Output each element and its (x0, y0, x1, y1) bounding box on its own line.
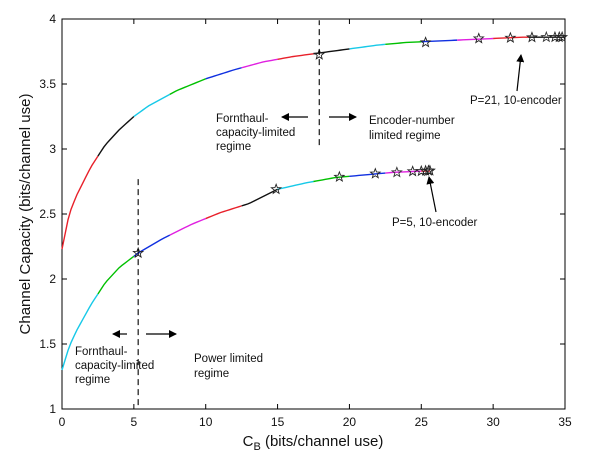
curve-segment (169, 78, 206, 96)
x-axis-label: CB (bits/channel use) (243, 433, 384, 453)
annotation-lower-right-line2: regime (194, 368, 229, 380)
annotation-lower-left: Fornthaul- capacity-limited regime (75, 346, 157, 386)
x-tick-label: 10 (199, 415, 213, 429)
curve-segment (313, 175, 350, 183)
curve-segment (97, 255, 135, 295)
annotation-lower-left-line3: regime (75, 374, 110, 386)
star-marker (504, 31, 517, 43)
annotation-upper-right-line1: Encoder-number (369, 115, 455, 127)
y-tick-label: 2.5 (39, 207, 56, 221)
star-marker (553, 30, 566, 43)
y-tick-label: 1 (49, 402, 56, 416)
curve-segment (349, 172, 386, 177)
annotation-upper-left-line3: regime (216, 141, 251, 153)
y-tick-label: 3 (49, 142, 56, 156)
annotation-lower-left-line1: Fornthaul- (75, 346, 128, 358)
curve-segment (349, 43, 386, 50)
curve-segment (97, 115, 135, 157)
annotation-upper-left: Fornthaul- capacity-limited regime (216, 113, 298, 153)
axis-ticks: 0 5 10 15 20 25 30 35 1 1.5 2 2.5 3 3.5 4 (39, 12, 572, 429)
x-tick-label: 20 (343, 415, 357, 429)
series-curve-p5 (61, 170, 430, 371)
star-marker (556, 30, 569, 43)
curve-segment (277, 53, 314, 60)
star-marker (390, 166, 403, 178)
markers-layer (132, 30, 569, 259)
y-axis-label: Channel Capacity (bits/channel use) (17, 94, 34, 335)
y-tick-label: 3.5 (39, 77, 56, 91)
curve-segment (169, 217, 206, 236)
x-tick-label: 5 (131, 415, 138, 429)
curve-segment (61, 155, 99, 250)
annotation-lower-left-line2: capacity-limited (75, 360, 154, 372)
x-tick-label: 30 (486, 415, 500, 429)
y-tick-label: 4 (49, 12, 56, 26)
star-marker (369, 167, 382, 179)
x-tick-label: 35 (558, 415, 572, 429)
regime-divider-lines (137, 20, 320, 406)
star-marker (472, 32, 485, 44)
star-marker (313, 48, 326, 60)
star-marker (270, 183, 283, 195)
curve-segment (385, 41, 422, 46)
star-marker (419, 36, 432, 48)
curve-segment (205, 205, 242, 220)
curve-segment (241, 58, 278, 69)
curve-segment (457, 37, 494, 41)
annotation-upper-left-line2: capacity-limited (216, 127, 295, 139)
arrow-p21 (516, 54, 525, 92)
annotation-upper-right-line2: limited regime (369, 130, 441, 142)
annotation-p5: P=5, 10-encoder (392, 217, 478, 229)
x-tick-label: 0 (59, 415, 66, 429)
arrow-p5 (426, 176, 437, 213)
curve-segment (493, 36, 530, 40)
star-marker (423, 164, 436, 176)
curve-segment (133, 234, 171, 257)
y-tick-label: 2 (49, 272, 56, 286)
curve-segment (277, 180, 314, 190)
plot-area (61, 18, 566, 410)
curve-segment (61, 293, 99, 371)
star-marker (525, 31, 538, 43)
annotation-upper-right: Encoder-number limited regime (369, 115, 458, 142)
curve-segment (133, 93, 171, 118)
curve-segment (205, 67, 242, 80)
annotation-p21: P=21, 10-encoder (470, 95, 562, 107)
annotation-upper-left-line1: Fornthaul- (216, 113, 269, 125)
x-tick-label: 15 (271, 415, 285, 429)
y-tick-label: 1.5 (39, 337, 56, 351)
curve-segment (421, 39, 458, 43)
curve-segment (241, 188, 278, 207)
annotation-lower-right-line1: Power limited (194, 353, 263, 365)
x-tick-label: 25 (415, 415, 429, 429)
annotation-lower-right: Power limited regime (194, 353, 266, 380)
star-marker (333, 170, 346, 183)
